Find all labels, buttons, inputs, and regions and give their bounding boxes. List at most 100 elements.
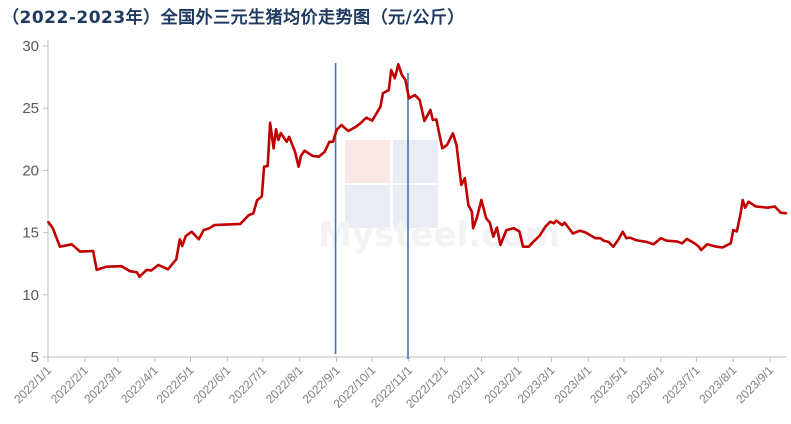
data-point: [549, 220, 552, 223]
data-point: [198, 238, 200, 241]
watermark-tile: [345, 140, 390, 183]
data-point: [492, 235, 495, 238]
data-point: [150, 269, 153, 272]
data-point: [190, 230, 193, 233]
watermark-char: 铁: [398, 189, 432, 229]
data-point: [694, 242, 696, 245]
data-point: [579, 229, 581, 232]
data-point: [145, 269, 148, 271]
data-point: [602, 239, 605, 242]
data-point: [390, 69, 392, 71]
data-point: [530, 242, 533, 245]
data-point: [252, 212, 255, 215]
data-point: [741, 199, 744, 201]
data-point: [715, 245, 718, 248]
data-point: [744, 206, 746, 209]
data-point: [414, 94, 416, 96]
data-point: [401, 74, 403, 76]
data-point: [621, 230, 624, 233]
data-point: [522, 245, 524, 248]
data-point: [512, 227, 515, 230]
data-point: [51, 227, 54, 230]
y-tick-label: 30: [22, 38, 39, 55]
data-point: [563, 221, 566, 224]
x-tick-label: 2023/8/1: [696, 363, 739, 406]
watermark-tile: [345, 185, 390, 228]
data-point: [294, 150, 296, 153]
data-point: [754, 205, 757, 208]
watermark-tile: [393, 140, 438, 183]
watermark-char: 钢: [350, 189, 384, 229]
x-tick-label: 2023/9/1: [733, 363, 776, 406]
watermark-char: 的: [398, 144, 432, 184]
data-point: [354, 126, 357, 128]
data-point: [129, 270, 131, 272]
data-point: [739, 214, 742, 216]
data-point: [652, 243, 655, 246]
data-point: [735, 230, 738, 233]
y-tick-label: 10: [22, 287, 39, 304]
data-point: [70, 243, 73, 246]
data-point: [665, 239, 668, 242]
data-point: [138, 275, 141, 278]
data-point: [213, 224, 216, 226]
data-point: [485, 217, 487, 220]
data-point: [371, 119, 373, 122]
y-tick-label: 25: [22, 100, 39, 117]
data-point: [47, 220, 49, 223]
data-point: [359, 122, 362, 125]
data-point: [408, 97, 410, 100]
data-point: [475, 217, 478, 220]
data-point: [472, 227, 474, 230]
data-point: [285, 140, 288, 143]
data-point: [730, 242, 732, 245]
data-point: [505, 229, 508, 231]
data-point: [499, 244, 502, 246]
data-point: [659, 237, 662, 239]
data-point: [431, 119, 434, 121]
data-point: [488, 221, 491, 224]
data-point: [429, 109, 432, 111]
data-point: [538, 234, 541, 237]
vertical-markers: [334, 63, 409, 359]
data-point: [697, 245, 700, 248]
data-point: [136, 271, 138, 274]
data-point: [423, 120, 426, 122]
x-tick-label: 2023/4/1: [551, 363, 594, 406]
data-point: [773, 205, 776, 208]
data-point: [397, 63, 400, 66]
data-point: [645, 241, 648, 243]
data-point: [272, 147, 275, 150]
data-point: [452, 132, 454, 135]
data-point: [184, 235, 187, 237]
data-point: [676, 240, 679, 243]
data-point: [175, 258, 178, 261]
data-point: [418, 99, 421, 101]
data-point: [599, 237, 601, 239]
data-point: [435, 118, 438, 121]
x-tick-label: 2023/3/1: [515, 363, 558, 406]
data-point: [455, 144, 458, 146]
x-tick-label: 2022/6/1: [190, 363, 233, 406]
data-point: [635, 239, 637, 241]
data-point: [181, 245, 183, 247]
data-point: [572, 232, 574, 235]
data-point: [179, 238, 181, 241]
mysteel-watermark: 我 的 钢 铁 Mysteel.com: [318, 140, 560, 255]
data-point: [561, 224, 563, 226]
data-point: [208, 227, 211, 230]
x-tick-label: 2023/5/1: [587, 363, 630, 406]
x-tick-label: 2022/8/1: [263, 363, 306, 406]
x-tick-label: 2022/1/1: [11, 363, 54, 406]
data-point: [706, 243, 708, 246]
data-point: [612, 245, 615, 248]
y-tick-label: 15: [22, 225, 39, 242]
data-point: [779, 211, 782, 214]
data-point: [300, 155, 302, 157]
data-point: [404, 79, 407, 81]
data-point: [288, 136, 290, 138]
data-point: [92, 250, 94, 252]
data-point: [120, 265, 123, 267]
data-point: [202, 229, 205, 231]
